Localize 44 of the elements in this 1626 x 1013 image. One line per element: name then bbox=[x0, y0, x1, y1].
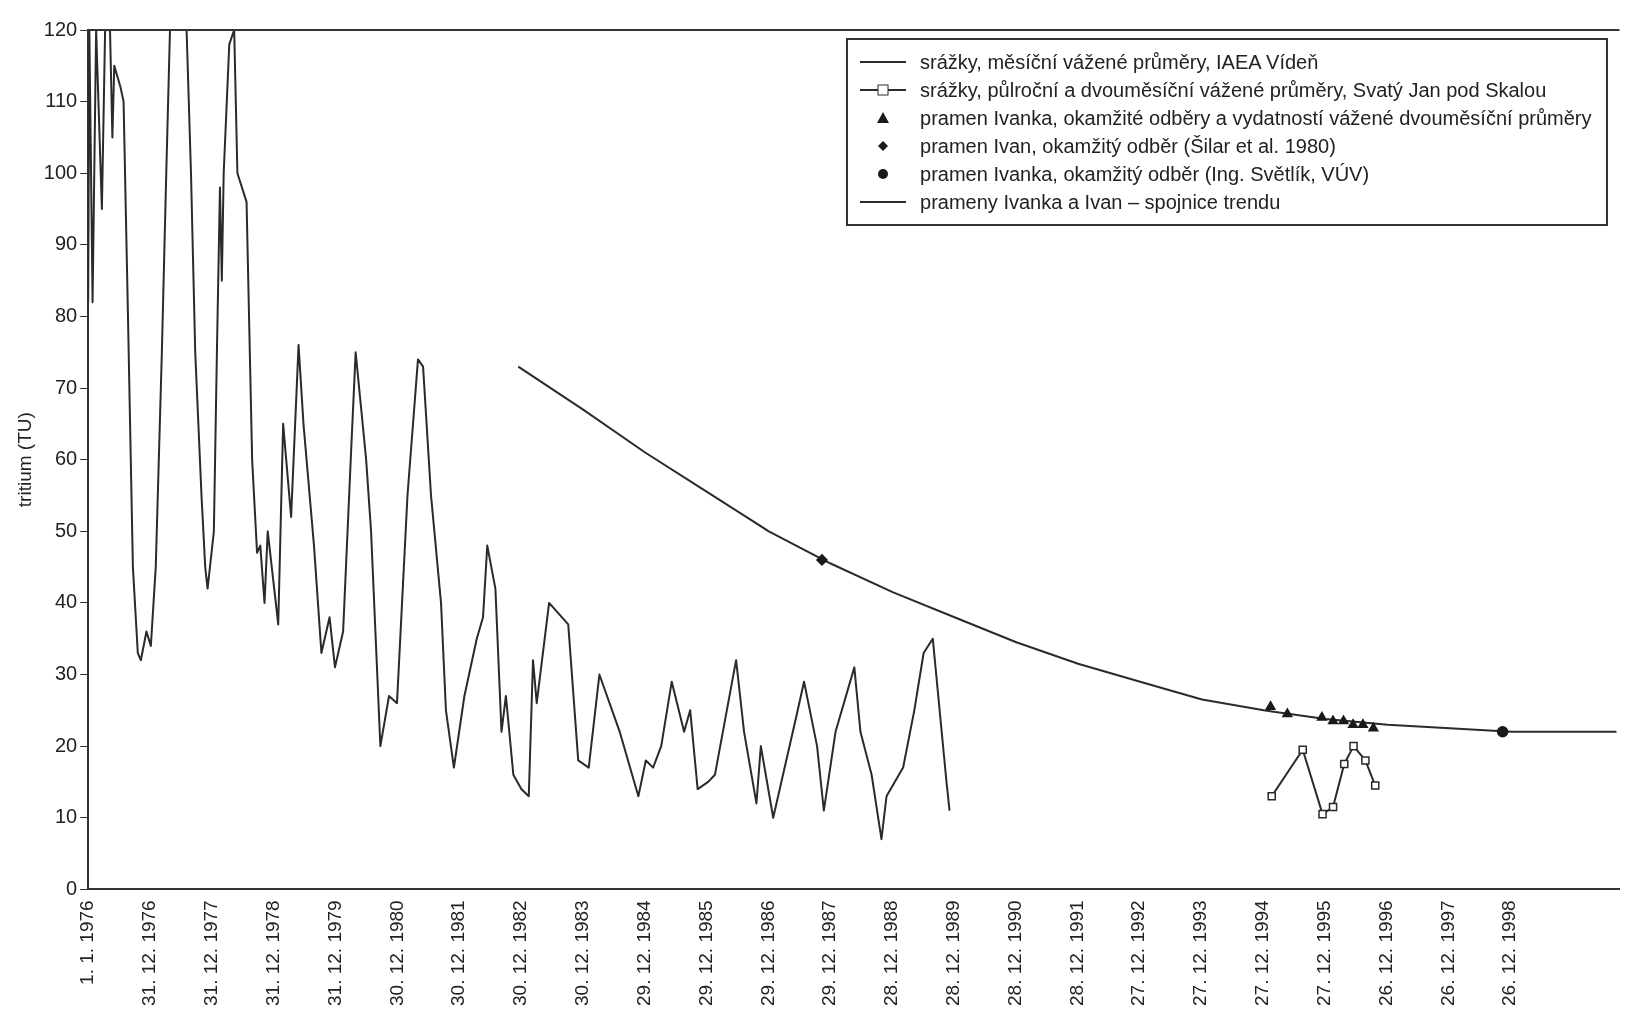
x-tick-label: 26. 12. 1996 bbox=[1374, 900, 1396, 1007]
y-tick-label: 90 bbox=[54, 232, 78, 255]
y-tick-label: 30 bbox=[54, 662, 78, 685]
legend-label: pramen Ivan, okamžitý odběr (Šilar et al. 1980) bbox=[920, 134, 1336, 159]
x-tick-label: 27. 12. 1993 bbox=[1189, 900, 1211, 1007]
x-tick-label: 26. 12. 1998 bbox=[1498, 900, 1520, 1007]
x-tick-label: 28. 12. 1988 bbox=[880, 900, 902, 1007]
y-tick-label: 0 bbox=[66, 876, 78, 899]
x-tick-label: 31. 12. 1977 bbox=[200, 900, 222, 1007]
y-tick-label: 50 bbox=[54, 518, 78, 541]
legend-label: prameny Ivanka a Ivan – spojnice trendu bbox=[920, 190, 1281, 215]
y-tick-label: 10 bbox=[54, 805, 78, 828]
x-tick-label: 29. 12. 1986 bbox=[756, 900, 778, 1007]
y-tick-label: 120 bbox=[43, 17, 78, 40]
x-tick-label: 29. 12. 1987 bbox=[818, 900, 840, 1007]
legend-label: srážky, půlroční a dvouměsíční vážené průměry, Svatý Jan pod Skalou bbox=[920, 78, 1547, 103]
x-tick-label: 29. 12. 1984 bbox=[632, 899, 654, 1007]
x-tick-label: 28. 12. 1991 bbox=[1065, 900, 1087, 1007]
x-tick-label: 30. 12. 1983 bbox=[571, 900, 593, 1007]
x-tick-label: 30. 12. 1980 bbox=[385, 900, 407, 1007]
x-tick-label: 31. 12. 1979 bbox=[323, 900, 345, 1007]
legend-label: pramen Ivanka, okamžité odběry a vydatností vážené dvouměsíční průměry bbox=[920, 106, 1592, 131]
x-tick-label: 28. 12. 1990 bbox=[1003, 900, 1025, 1007]
y-tick-label: 110 bbox=[45, 89, 78, 112]
x-tick-label: 27. 12. 1992 bbox=[1127, 900, 1149, 1007]
y-tick-label: 80 bbox=[54, 303, 78, 326]
y-tick-label: 20 bbox=[54, 733, 78, 756]
y-tick-label: 40 bbox=[54, 590, 78, 613]
legend-label: pramen Ivanka, okamžitý odběr (Ing. Světlík, VÚV) bbox=[920, 162, 1370, 187]
x-tick-label: 27. 12. 1995 bbox=[1312, 900, 1334, 1007]
x-tick-label: 26. 12. 1997 bbox=[1436, 900, 1458, 1007]
x-tick-label: 29. 12. 1985 bbox=[694, 900, 716, 1007]
x-tick-label: 31. 12. 1976 bbox=[138, 900, 160, 1007]
x-tick-label: 28. 12. 1989 bbox=[942, 900, 964, 1007]
x-tick-label: 31. 12. 1978 bbox=[261, 900, 283, 1007]
y-tick-label: 60 bbox=[54, 447, 78, 470]
x-tick-label: 30. 12. 1981 bbox=[447, 900, 469, 1007]
y-axis-title: tritium (TU) bbox=[13, 412, 35, 508]
legend-label: srážky, měsíční vážené průměry, IAEA Vídeň bbox=[920, 50, 1319, 75]
x-tick-label: 30. 12. 1982 bbox=[509, 900, 531, 1007]
y-tick-label: 100 bbox=[43, 160, 78, 183]
x-tick-label: 1. 1. 1976 bbox=[76, 900, 98, 985]
x-tick-label: 27. 12. 1994 bbox=[1251, 899, 1273, 1007]
y-tick-label: 70 bbox=[54, 375, 78, 398]
